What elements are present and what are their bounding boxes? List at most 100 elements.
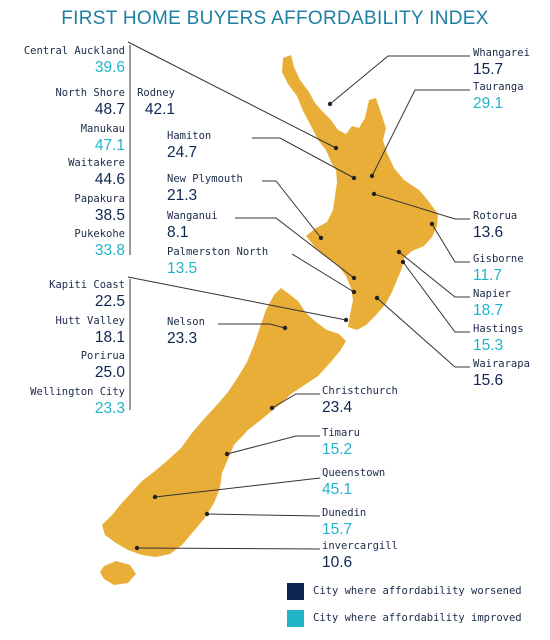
city-marker-hamiton bbox=[351, 175, 357, 181]
leader-line-napier bbox=[398, 251, 470, 298]
leader-line-new-plymouth bbox=[262, 180, 322, 239]
city-value: 15.3 bbox=[473, 337, 504, 354]
city-label-palmerston-north: Palmerston North 13.5 bbox=[167, 246, 268, 278]
north-island bbox=[282, 55, 438, 330]
page-title: FIRST HOME BUYERS AFFORDABILITY INDEX bbox=[61, 8, 489, 29]
city-name: Hastings bbox=[473, 323, 524, 335]
city-name: invercargill bbox=[322, 540, 398, 552]
city-value: 48.7 bbox=[94, 101, 125, 118]
city-name: Waitakere bbox=[68, 157, 125, 169]
city-value: 23.4 bbox=[322, 399, 353, 416]
city-label-queenstown: Queenstown 45.1 bbox=[322, 467, 385, 499]
city-value: 18.1 bbox=[94, 329, 125, 346]
city-value: 15.7 bbox=[473, 61, 504, 78]
legend-label-improved: City where affordability improved bbox=[313, 612, 522, 624]
city-name: Queenstown bbox=[322, 467, 386, 479]
city-label-christchurch: Christchurch 23.4 bbox=[322, 385, 398, 417]
city-value: 11.7 bbox=[473, 267, 503, 284]
city-label-napier: Napier 18.7 bbox=[473, 288, 511, 320]
city-label-central-auckland: Central Auckland 39.6 bbox=[24, 45, 125, 77]
city-name: Napier bbox=[473, 288, 511, 300]
city-name: Rotorua bbox=[473, 210, 518, 222]
leader-line-gisborne bbox=[431, 223, 470, 263]
city-value: 23.3 bbox=[94, 400, 125, 417]
city-name: Wellington City bbox=[30, 386, 125, 398]
legend-swatch-worsened bbox=[287, 582, 304, 600]
city-name: Hamiton bbox=[167, 130, 212, 142]
city-name: North Shore bbox=[55, 87, 125, 99]
city-label-wairarapa: Wairarapa 15.6 bbox=[473, 358, 530, 390]
city-label-pukekohe: Pukekohe 33.8 bbox=[74, 228, 125, 260]
city-label-waitakere: Waitakere 44.6 bbox=[68, 157, 125, 189]
legend-worsened: City where affordability worsened bbox=[287, 582, 522, 600]
city-value: 8.1 bbox=[167, 224, 189, 241]
city-label-hamiton: Hamiton 24.7 bbox=[167, 130, 211, 162]
leader-line-dunedin bbox=[206, 513, 321, 517]
map-land bbox=[100, 55, 438, 585]
city-marker-nelson bbox=[282, 325, 288, 331]
city-value: 42.1 bbox=[144, 101, 175, 118]
leader-line-timaru bbox=[226, 435, 320, 455]
city-name: Manukau bbox=[80, 123, 125, 135]
city-label-gisborne: Gisborne 11.7 bbox=[473, 253, 524, 285]
city-marker-wanganui bbox=[351, 275, 357, 281]
leader-line-wairarapa bbox=[376, 297, 470, 368]
city-marker-hastings bbox=[400, 259, 406, 265]
stewart-island bbox=[100, 561, 136, 585]
city-value: 38.5 bbox=[94, 207, 125, 224]
city-marker-napier bbox=[396, 249, 402, 255]
city-name: Timaru bbox=[322, 427, 360, 439]
city-label-invercargill: invercargill 10.6 bbox=[322, 540, 398, 572]
city-name: Palmerston North bbox=[167, 246, 269, 258]
leader-line-queenstown bbox=[154, 477, 321, 498]
city-value: 15.7 bbox=[322, 521, 353, 538]
city-name: Kapiti Coast bbox=[49, 279, 125, 291]
city-name: Dunedin bbox=[322, 507, 367, 519]
city-name: Christchurch bbox=[322, 385, 398, 397]
city-name: Whangarei bbox=[473, 47, 530, 59]
leader-line-kapiti-coast bbox=[127, 276, 347, 321]
city-marker-timaru bbox=[224, 451, 230, 457]
city-label-papakura: Papakura 38.5 bbox=[74, 193, 125, 225]
city-marker-kapiti-coast bbox=[343, 317, 349, 323]
city-label-kapiti-coast: Kapiti Coast 22.5 bbox=[49, 279, 125, 311]
city-label-dunedin: Dunedin 15.7 bbox=[322, 507, 366, 539]
city-value: 45.1 bbox=[322, 481, 353, 498]
city-label-tauranga: Tauranga 29.1 bbox=[473, 81, 524, 113]
city-label-new-plymouth: New Plymouth 21.3 bbox=[167, 173, 243, 205]
city-value: 24.7 bbox=[167, 144, 198, 161]
city-name: Tauranga bbox=[473, 81, 524, 93]
city-label-wanganui: Wanganui 8.1 bbox=[167, 210, 218, 242]
city-marker-invercargill bbox=[134, 545, 140, 551]
city-label-north-shore: North Shore 48.7 bbox=[55, 87, 125, 119]
leader-line-tauranga bbox=[371, 89, 470, 177]
city-value: 13.5 bbox=[167, 260, 198, 277]
legend-swatch-improved bbox=[287, 609, 304, 627]
city-value: 47.1 bbox=[94, 137, 125, 154]
city-marker-gisborne bbox=[429, 221, 435, 227]
city-marker-whangarei bbox=[327, 101, 333, 107]
city-value: 15.2 bbox=[322, 441, 353, 458]
city-label-hutt-valley: Hutt Valley 18.1 bbox=[55, 315, 125, 347]
city-marker-wairarapa bbox=[374, 295, 380, 301]
city-value: 23.3 bbox=[167, 330, 198, 347]
city-name: Gisborne bbox=[473, 253, 524, 265]
city-marker-palmerston-north bbox=[351, 289, 357, 295]
city-markers bbox=[134, 101, 435, 551]
leader-line-central-auckland bbox=[127, 41, 337, 149]
city-name: Pukekohe bbox=[74, 228, 125, 240]
city-name: Papakura bbox=[74, 193, 125, 205]
city-marker-new-plymouth bbox=[318, 235, 324, 241]
south-island bbox=[102, 288, 346, 557]
leader-line-rotorua bbox=[373, 193, 470, 220]
leader-line-whangarei bbox=[329, 55, 470, 105]
leader-line-palmerston-north bbox=[291, 253, 355, 293]
city-label-rodney: Rodney 42.1 bbox=[137, 87, 175, 119]
city-value: 29.1 bbox=[473, 95, 504, 112]
city-name: Wanganui bbox=[167, 210, 218, 222]
city-value: 13.6 bbox=[473, 224, 504, 241]
city-value: 18.7 bbox=[473, 302, 504, 319]
legend-label-worsened: City where affordability worsened bbox=[313, 585, 522, 597]
city-marker-rotorua bbox=[371, 191, 377, 197]
